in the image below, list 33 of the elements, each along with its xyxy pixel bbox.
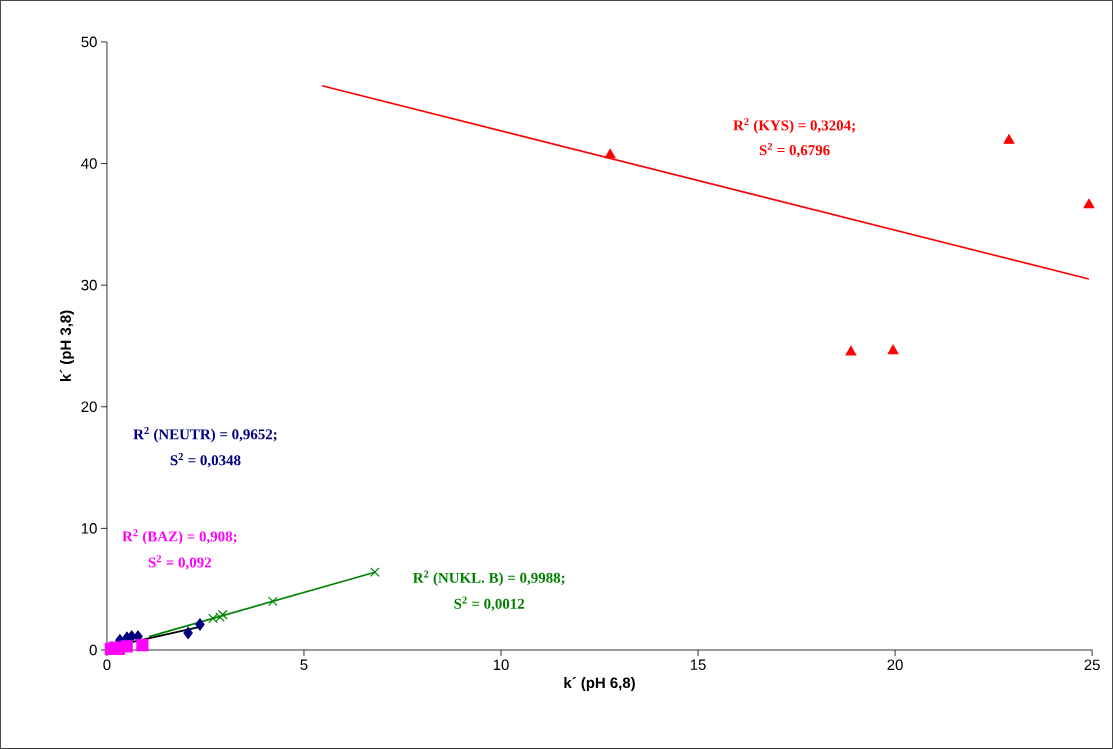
point bbox=[136, 639, 149, 652]
x-tick-label: 15 bbox=[690, 659, 706, 670]
annotation: S$^{2}$ = 0,092 bbox=[148, 555, 212, 570]
point bbox=[887, 344, 899, 355]
x-tick-label: 10 bbox=[493, 659, 509, 671]
annotation: R$^{2}$ (BAZ) = 0,908; bbox=[122, 529, 237, 545]
annotation: R$^{2}$ (NUKL. B) = 0,9988; bbox=[412, 570, 565, 586]
point bbox=[1003, 134, 1015, 144]
x-axis-title: k´ (pH 6,8) bbox=[564, 676, 635, 692]
point bbox=[195, 618, 205, 631]
y-tick-label: 10 bbox=[81, 523, 97, 534]
point bbox=[845, 345, 857, 356]
annotation: S$^{2}$ = 0,0012 bbox=[454, 596, 525, 612]
y-tick-label: 40 bbox=[81, 158, 97, 169]
annotation: S$^{2}$ = 0,0348 bbox=[170, 453, 241, 468]
annotation: S$^{2}$ = 0,6796 bbox=[759, 142, 830, 158]
y-tick-label: 50 bbox=[81, 36, 97, 48]
y-tick-label: 0 bbox=[89, 644, 97, 656]
y-tick-label: 20 bbox=[81, 401, 97, 413]
y-tick-label: 30 bbox=[81, 279, 97, 291]
x-tick-label: 25 bbox=[1084, 659, 1100, 671]
point bbox=[370, 567, 380, 578]
annotation: R$^{2}$ (NEUTR) = 0,9652; bbox=[133, 427, 277, 443]
annotation: R$^{2}$ (KYS) = 0,3204; bbox=[733, 118, 855, 134]
point bbox=[1083, 198, 1095, 209]
point bbox=[604, 148, 616, 159]
point bbox=[183, 626, 193, 640]
y-axis-title: k´ (pH 3,8) bbox=[59, 310, 74, 382]
x-tick-label: 0 bbox=[103, 659, 111, 671]
x-tick-label: 5 bbox=[300, 659, 308, 670]
point bbox=[120, 640, 133, 653]
x-tick-label: 20 bbox=[887, 659, 903, 671]
point bbox=[267, 596, 278, 607]
